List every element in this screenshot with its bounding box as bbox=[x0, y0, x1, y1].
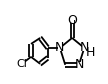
Text: H: H bbox=[86, 46, 95, 59]
Bar bbox=[77, 62, 81, 68]
Text: O: O bbox=[67, 14, 77, 27]
Bar bbox=[70, 17, 74, 23]
Bar bbox=[58, 45, 62, 51]
Text: Cl: Cl bbox=[16, 59, 27, 69]
Bar bbox=[19, 61, 25, 67]
Text: N: N bbox=[80, 41, 89, 54]
Bar bbox=[88, 49, 92, 56]
Text: N: N bbox=[55, 41, 65, 54]
Bar bbox=[82, 45, 86, 51]
Text: N: N bbox=[74, 58, 84, 71]
